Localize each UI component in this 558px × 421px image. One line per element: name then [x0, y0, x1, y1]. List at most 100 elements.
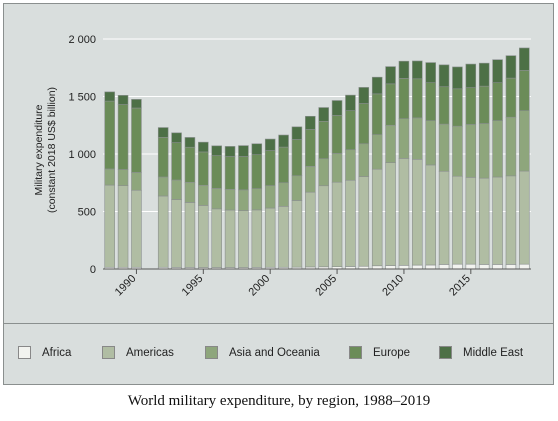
bar-americas-2015	[465, 177, 477, 265]
bar-africa-2012	[425, 264, 436, 270]
bar-americas-2016	[478, 177, 490, 265]
bar-middle-east-2000	[264, 138, 276, 151]
bar-africa-2013	[438, 264, 450, 270]
bar-europe-2014	[452, 88, 463, 127]
legend-item-middle-east: Middle East	[439, 346, 523, 359]
bar-asia-and-oceania-2005	[331, 153, 343, 183]
bar-europe-2016	[478, 85, 490, 124]
bar-europe-2000	[264, 150, 276, 186]
bar-americas-1996	[211, 208, 222, 268]
legend-swatch-africa	[18, 346, 31, 359]
bar-europe-2019	[519, 70, 530, 111]
bar-europe-2006	[345, 110, 356, 151]
bar-middle-east-1997	[224, 146, 236, 157]
y-tick-label-1000: 1 000	[68, 149, 96, 161]
bar-americas-1999	[251, 209, 263, 268]
legend-label-asia-oceania: Asia and Oceania	[229, 346, 320, 359]
bar-americas-2007	[358, 176, 370, 267]
bar-asia-and-oceania-2002	[291, 175, 303, 201]
y-tick-label-2000: 2 000	[68, 34, 96, 46]
bar-africa-2009	[385, 265, 396, 270]
bar-africa-2017	[492, 264, 503, 270]
bar-americas-2010	[398, 158, 410, 266]
bar-middle-east-1988	[104, 91, 115, 102]
bar-africa-2016	[478, 264, 490, 270]
bar-middle-east-2016	[478, 62, 490, 87]
bar-asia-and-oceania-1990	[131, 172, 142, 191]
bar-asia-and-oceania-1996	[211, 188, 222, 210]
bar-europe-2002	[291, 139, 303, 177]
bar-europe-1993	[171, 142, 182, 181]
bar-americas-2009	[385, 162, 396, 266]
y-tick-labels: 0 500 1 000 1 500 2 000	[68, 34, 96, 276]
bar-americas-2013	[438, 170, 450, 265]
x-tick-label-2010: 2010	[380, 273, 406, 299]
bar-middle-east-2017	[492, 59, 503, 84]
bar-europe-1999	[251, 154, 263, 189]
legend-divider	[3, 323, 554, 324]
bar-middle-east-1993	[171, 132, 182, 143]
bar-europe-2012	[425, 82, 436, 121]
bar-asia-and-oceania-2000	[264, 185, 276, 209]
bar-europe-1998	[238, 156, 249, 191]
bar-asia-and-oceania-2017	[492, 120, 503, 178]
bar-asia-and-oceania-2008	[371, 134, 383, 170]
legend-item-asia-oceania: Asia and Oceania	[205, 346, 320, 359]
x-tick-label-2015: 2015	[447, 273, 473, 299]
bar-americas-2006	[345, 179, 356, 267]
y-axis-title-line1: Military expenditure	[33, 104, 45, 195]
bar-asia-and-oceania-2004	[318, 158, 329, 187]
bar-americas-1994	[184, 202, 196, 268]
bar-asia-and-oceania-2011	[412, 117, 423, 160]
y-tick-label-500: 500	[78, 207, 96, 219]
bar-middle-east-2013	[438, 64, 450, 88]
bar-asia-and-oceania-1997	[224, 189, 236, 211]
bar-middle-east-1998	[238, 145, 249, 157]
bar-europe-2008	[371, 93, 383, 135]
bar-americas-1993	[171, 199, 182, 268]
bar-asia-and-oceania-2010	[398, 118, 410, 159]
bar-middle-east-2002	[291, 126, 303, 140]
x-tick-labels: 1990 1995 2000 2005 2010 2015	[113, 273, 473, 299]
bar-americas-2008	[371, 168, 383, 267]
bar-middle-east-1995	[198, 141, 209, 153]
bar-asia-and-oceania-1988	[104, 168, 115, 186]
legend-label-africa: Africa	[42, 346, 72, 359]
bar-europe-1996	[211, 155, 222, 189]
legend-swatch-middle-east	[439, 346, 452, 359]
bar-europe-2004	[318, 121, 329, 160]
x-tick-label-1990: 1990	[113, 273, 139, 299]
bar-africa-2019	[519, 263, 530, 270]
bar-americas-2018	[505, 175, 517, 265]
bar-africa-2018	[505, 264, 517, 270]
bar-middle-east-2008	[371, 76, 383, 95]
bar-africa-2010	[398, 265, 410, 270]
legend-swatch-europe	[349, 346, 362, 359]
bar-europe-2007	[358, 103, 370, 145]
x-tick-label-2005: 2005	[313, 273, 339, 299]
bar-americas-2000	[264, 207, 276, 268]
bar-europe-2013	[438, 86, 450, 125]
bar-africa-2015	[465, 263, 477, 270]
bar-europe-2018	[505, 77, 517, 118]
y-tick-label-1500: 1 500	[68, 92, 96, 104]
bar-middle-east-2011	[412, 60, 423, 80]
bar-europe-2011	[412, 78, 423, 119]
bar-europe-1990	[131, 107, 142, 173]
bar-middle-east-1992	[157, 127, 169, 138]
bar-middle-east-2012	[425, 62, 436, 84]
bar-europe-1992	[157, 137, 169, 178]
bar-middle-east-2019	[519, 47, 530, 71]
axes	[103, 268, 531, 274]
bar-asia-and-oceania-2009	[385, 124, 396, 163]
bar-americas-2014	[452, 175, 463, 265]
bar-europe-2005	[331, 115, 343, 154]
bar-asia-and-oceania-2012	[425, 120, 436, 166]
bar-americas-2002	[291, 200, 303, 268]
bar-asia-and-oceania-1993	[171, 179, 182, 200]
bar-asia-and-oceania-1992	[157, 176, 169, 197]
bar-asia-and-oceania-2016	[478, 123, 490, 179]
legend-swatch-asia-oceania	[205, 346, 218, 359]
bar-middle-east-1996	[211, 145, 222, 156]
